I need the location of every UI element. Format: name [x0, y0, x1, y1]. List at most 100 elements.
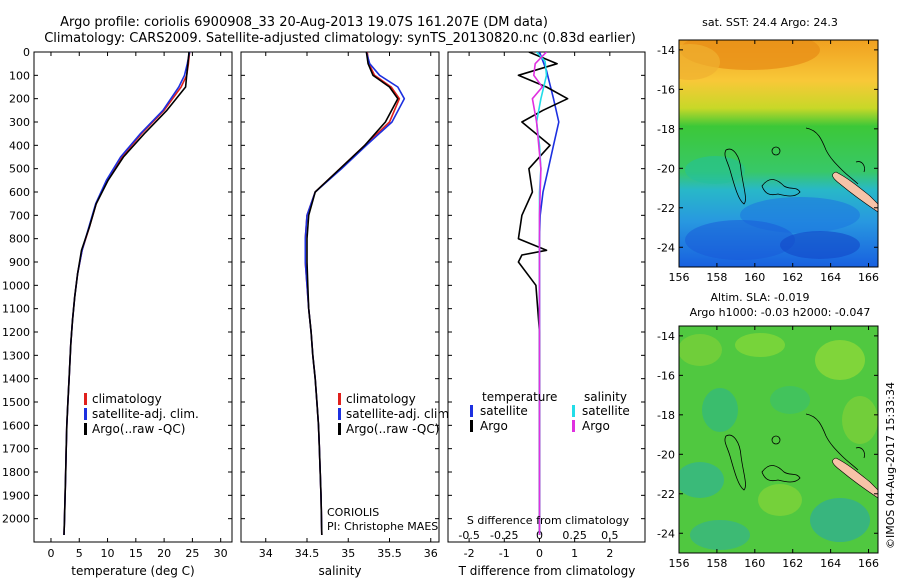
depth-axis: 0 100 200 300 400 500 600 700 800 900 1000 1100 1200… [2, 46, 232, 526]
depth-tick-label: 700 [9, 209, 30, 222]
x-tick-label: 5 [76, 547, 83, 560]
legend-swatch-argo [84, 423, 87, 435]
depth-tick-label: 200 [9, 93, 30, 106]
land-mass [832, 457, 878, 499]
depth-tick-label: 100 [9, 69, 30, 82]
x-tick-label: 34 [259, 547, 273, 560]
depth-tick-label: 1500 [2, 396, 30, 409]
map-lat-label: -20 [657, 162, 675, 175]
x-tick-label: 25 [185, 547, 199, 560]
x-tick-label: -2 [464, 547, 475, 560]
legend-swatch-climatology [338, 393, 341, 405]
map-lon-label: 160 [744, 557, 765, 570]
x-tick-label: 30 [214, 547, 228, 560]
difference-plot-area [447, 51, 646, 543]
salinity-series [304, 52, 406, 536]
copyright-stamp: ©IMOS 04-Aug-2017 15:33:34 [884, 382, 897, 549]
legend-label-satellite: satellite-adj. clim. [346, 407, 453, 421]
depth-tick-label: 1600 [2, 419, 30, 432]
depth-tick-label: 1100 [2, 303, 30, 316]
legend-label-satellite: satellite-adj. clim. [92, 407, 199, 421]
temperature-xlabel: temperature (deg C) [71, 564, 194, 578]
sst-map-axes: 156 158 160 162 164 166 -14 -16 -18 -20 -22 -24 [657, 40, 879, 284]
map-lat-label: -14 [657, 330, 675, 343]
x-tick-label: -1 [499, 547, 510, 560]
depth-tick-label: 1900 [2, 489, 30, 502]
sst-map-title: sat. SST: 24.4 Argo: 24.3 [702, 16, 838, 29]
pi-label: PI: Christophe MAES [327, 520, 438, 533]
map-lat-label: -18 [657, 409, 675, 422]
salinity-panel: 34 34.5 35 35.5 36 salinity climatology sate… [240, 51, 453, 578]
legend-header-temperature: temperature [482, 390, 557, 404]
header-line-1: Argo profile: coriolis 6900908_33 20-Aug… [60, 15, 548, 30]
sla-map-frame [678, 325, 879, 554]
map-lat-label: -22 [657, 202, 675, 215]
legend-swatch-satellite [338, 408, 341, 420]
series-line-salinity-argo [531, 52, 548, 535]
x-tick-label: 1 [571, 547, 578, 560]
depth-tick-label: 600 [9, 186, 30, 199]
legend-label-t-satellite: satellite [480, 404, 528, 418]
legend-swatch-satellite [84, 408, 87, 420]
map-lon-label: 164 [820, 271, 841, 284]
difference-series [517, 52, 569, 535]
coastline [724, 127, 865, 205]
map-lon-label: 158 [706, 271, 727, 284]
depth-tick-label: 1700 [2, 443, 30, 456]
x-tick-label: 2 [606, 547, 613, 560]
map-lat-label: -24 [657, 241, 675, 254]
map-lon-label: 166 [858, 271, 879, 284]
coastline [724, 413, 865, 491]
institution-label: CORIOLIS [327, 506, 379, 519]
legend-label-argo: Argo(..raw -QC) [92, 422, 185, 436]
map-lon-label: 160 [744, 271, 765, 284]
legend-swatch-t-argo [470, 420, 473, 432]
legend-label-s-satellite: satellite [582, 404, 630, 418]
legend-swatch-t-satellite [470, 405, 473, 417]
series-line-argo-raw-qc- [63, 52, 190, 536]
depth-tick-label: 400 [9, 139, 30, 152]
temperature-axis: 0 5 10 15 20 25 30 [47, 52, 228, 560]
s-tick-label: 0 [536, 529, 543, 542]
map-lon-label: 162 [782, 557, 803, 570]
header-line-2: Climatology: CARS2009. Satellite-adjuste… [44, 31, 636, 46]
map-lon-label: 162 [782, 271, 803, 284]
s-difference-label: S difference from climatology [467, 514, 630, 527]
x-tick-label: 34.5 [295, 547, 320, 560]
sla-map-panel: Altim. SLA: -0.019 Argo h1000: -0.03 h20… [657, 291, 879, 570]
s-tick-label: 0.5 [601, 529, 619, 542]
sst-map-image [679, 40, 878, 267]
depth-tick-label: 2000 [2, 513, 30, 526]
land-mass [832, 171, 878, 213]
legend-label-s-argo: Argo [582, 419, 610, 433]
x-tick-label: 35.5 [377, 547, 402, 560]
temperature-series [63, 52, 191, 536]
map-lat-label: -18 [657, 123, 675, 136]
s-tick-label: -0.25 [490, 529, 518, 542]
t-difference-xlabel: T difference from climatology [458, 564, 636, 578]
s-difference-axis: -0.5 -0.25 0 0.25 0.5 [458, 529, 618, 542]
depth-tick-label: 1400 [2, 373, 30, 386]
legend-header-salinity: salinity [584, 390, 627, 404]
map-lat-label: -20 [657, 448, 675, 461]
x-tick-label: 10 [101, 547, 115, 560]
sla-title-line-2: Argo h1000: -0.03 h2000: -0.047 [690, 306, 871, 319]
difference-depth-ticks [448, 51, 645, 520]
map-lon-label: 158 [706, 557, 727, 570]
map-lon-label: 156 [669, 271, 690, 284]
legend-label-climatology: climatology [92, 392, 162, 406]
map-lon-label: 164 [820, 557, 841, 570]
map-lat-label: -16 [657, 369, 675, 382]
x-tick-label: 0 [47, 547, 54, 560]
legend-swatch-argo [338, 423, 341, 435]
depth-tick-label: 1800 [2, 466, 30, 479]
depth-tick-label: 800 [9, 233, 30, 246]
depth-tick-label: 1300 [2, 349, 30, 362]
x-tick-label: 36 [424, 547, 438, 560]
salinity-legend: climatology satellite-adj. clim. Argo(..… [338, 392, 453, 436]
legend-swatch-climatology [84, 393, 87, 405]
sla-title-line-1: Altim. SLA: -0.019 [710, 291, 809, 304]
t-difference-axis: -2 -1 0 1 2 [464, 52, 613, 560]
sst-map-frame [678, 39, 879, 268]
